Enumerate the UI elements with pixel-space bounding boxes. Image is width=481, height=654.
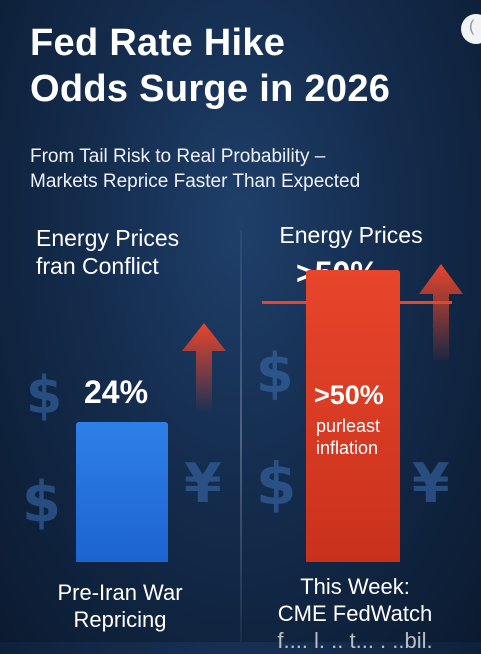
yen-symbol-left: ¥ [184,452,222,515]
bottom-left-line-1: Pre-Iran War [20,579,220,606]
dollar-symbol-left-bottom: $ [22,470,61,535]
title-line-1: Fed Rate Hike [30,20,470,66]
up-arrow-icon-right [419,264,463,360]
title-line-2: Odds Surge in 2026 [30,66,470,112]
subtitle-line-1: From Tail Risk to Real Probability – [30,144,470,169]
bar-this-week: >50% purleast inflation [306,270,400,563]
bottom-right-line-3: f.... l. .. t... . ..bil. [250,627,460,654]
bar-pre-iran-war [76,422,168,562]
left-label-line-1: Energy Prices [36,224,179,252]
left-panel-label: Energy Prices fran Conflict [36,224,179,280]
bottom-right-line-2: CME FedWatch [250,600,460,627]
page-title: Fed Rate Hike Odds Surge in 2026 [30,20,470,112]
subtitle: From Tail Risk to Real Probability – Mar… [30,144,470,194]
bar-value-label-left: 24% [84,374,148,411]
corner-badge-glyph: ( [469,18,474,36]
dollar-symbol-right-bottom: $ [256,450,296,518]
left-label-line-2: fran Conflict [36,252,179,280]
subtitle-line-2: Markets Reprice Faster Than Expected [30,169,470,194]
bar-right-line-2: purleast [316,416,380,437]
bottom-left-line-2: Repricing [20,606,220,633]
bar-right-line-3: inflation [316,438,378,459]
right-label-line-1: Energy Prices [266,221,436,249]
dollar-symbol-left-top: $ [26,366,62,426]
bottom-label-left: Pre-Iran War Repricing [20,579,220,633]
bottom-right-line-1: This Week: [250,573,460,600]
up-arrow-icon-left [182,323,226,413]
dollar-symbol-right-top: $ [256,342,294,405]
yen-symbol-right: ¥ [412,452,450,515]
right-panel-label: Energy Prices [266,221,436,249]
panel-divider [240,230,242,642]
bar-right-value: >50% [314,380,384,411]
